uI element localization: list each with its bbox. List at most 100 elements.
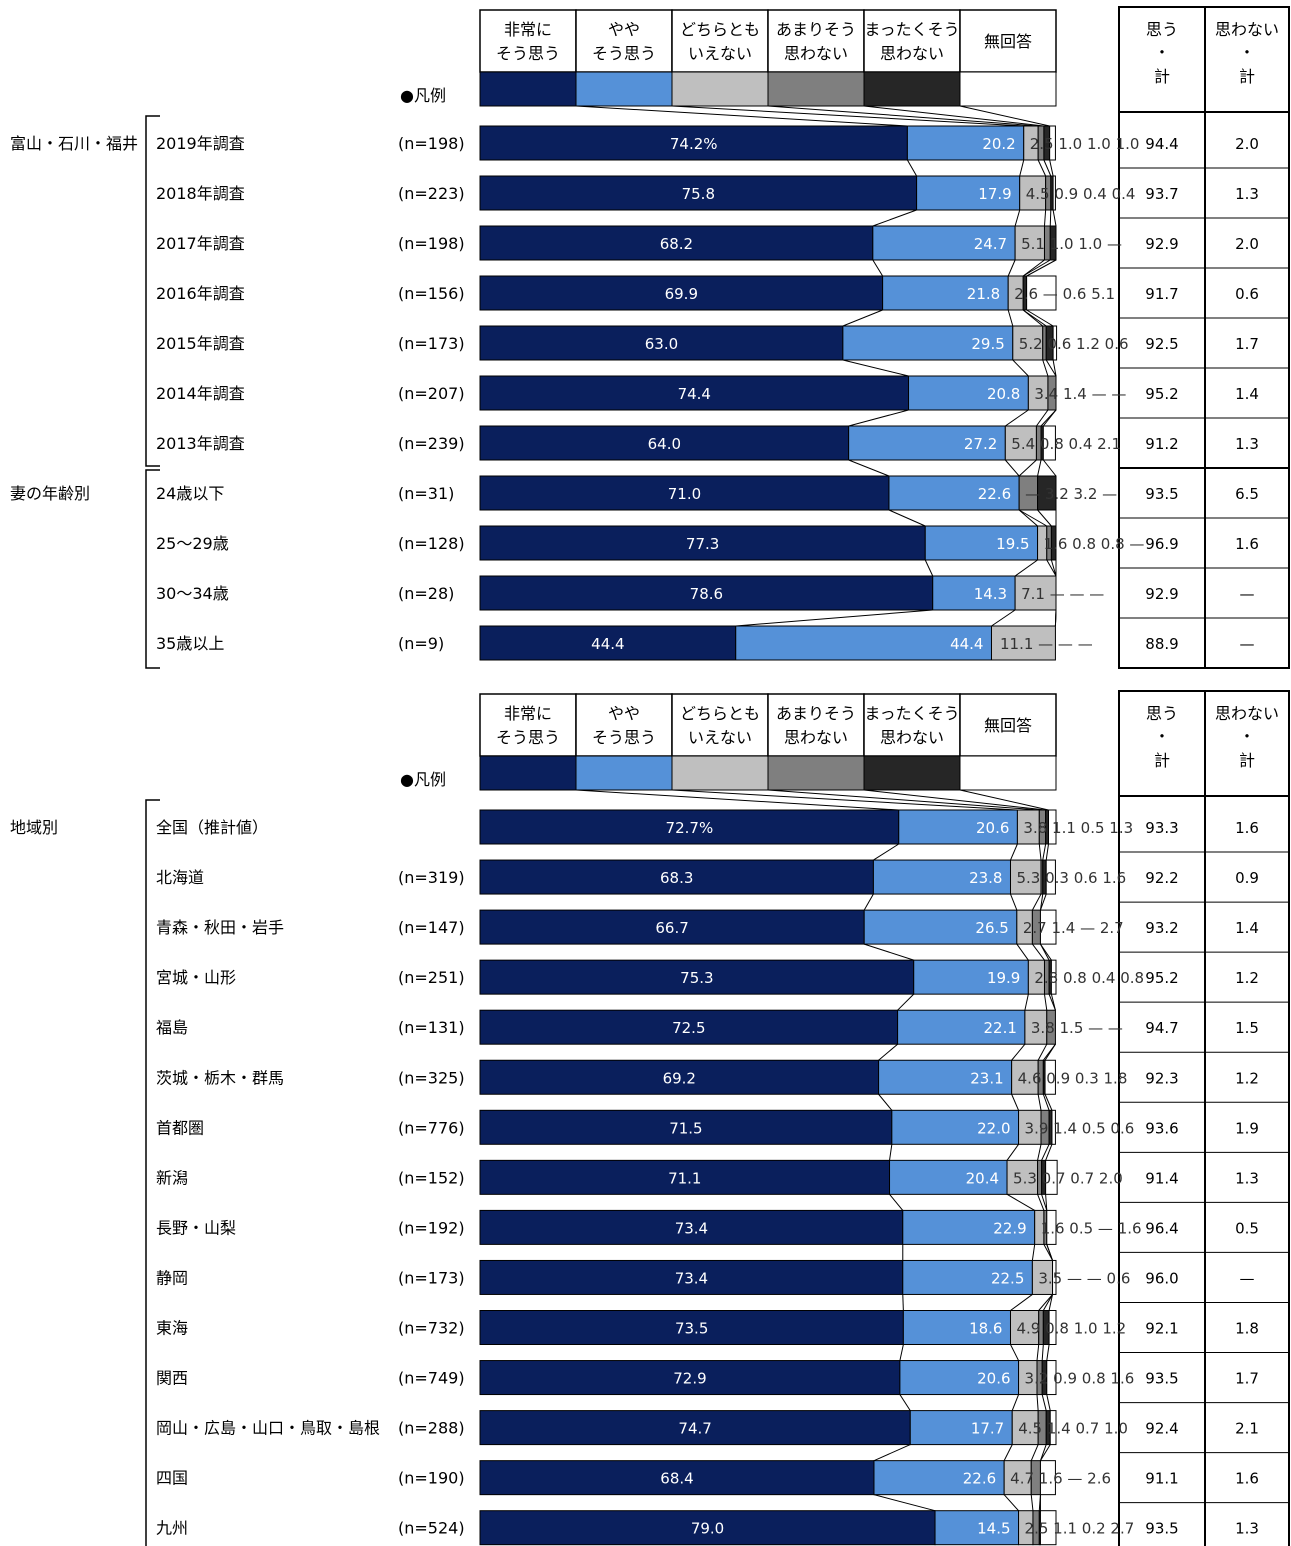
connector-line	[899, 1344, 904, 1361]
data-label-cluster: 11.1 — — —	[1000, 635, 1093, 653]
row-label: 四国	[156, 1469, 188, 1488]
data-label: 77.3	[686, 535, 719, 553]
row-n: (n=190)	[398, 1469, 465, 1488]
connector-line	[1022, 309, 1047, 327]
data-label: 71.5	[669, 1119, 702, 1137]
data-label: 68.4	[660, 1470, 693, 1488]
data-label: 78.6	[690, 585, 723, 603]
bar-segment	[479, 375, 910, 411]
bar-segment	[1009, 1310, 1040, 1345]
connector-line	[1011, 1043, 1026, 1061]
connector-line	[1041, 1394, 1047, 1411]
bar-segment	[1011, 1410, 1039, 1446]
bar-segment	[479, 525, 926, 561]
row-n: (n=524)	[398, 1519, 465, 1538]
connector-line	[1044, 1043, 1056, 1061]
connector-line	[735, 609, 933, 627]
legend-header-cell	[863, 693, 961, 757]
total-no-value: 1.4	[1235, 385, 1259, 403]
legend-category-label: そう思う	[496, 728, 560, 747]
bar-segment	[1046, 1360, 1057, 1396]
row-n: (n=732)	[398, 1319, 465, 1338]
bar-segment	[1046, 1009, 1056, 1045]
group-label: 妻の年齢別	[10, 484, 90, 503]
connector-line	[1043, 209, 1047, 227]
row-n: (n=776)	[398, 1118, 465, 1137]
connector-line	[671, 105, 1024, 127]
bar-segment	[909, 1410, 1013, 1446]
legend-swatch	[479, 71, 577, 107]
bar-segment	[906, 125, 1025, 161]
data-label: 72.9	[673, 1370, 706, 1388]
data-label-cluster: 2.5 1.0 1.0 1.0	[1030, 135, 1140, 153]
total-yes-value: 92.4	[1145, 1420, 1178, 1438]
row-n: (n=288)	[398, 1419, 465, 1438]
legend-swatch	[575, 71, 673, 107]
connector-line	[1050, 994, 1056, 1011]
bar-segment	[1014, 575, 1057, 611]
bar-segment	[898, 809, 1018, 845]
totals-header: 思わない	[1215, 704, 1279, 723]
data-label-cluster: 2.7 1.4 — 2.7	[1023, 919, 1124, 937]
total-no-value: 2.1	[1235, 1420, 1259, 1438]
row-n: (n=198)	[398, 234, 465, 253]
total-yes-value: 96.4	[1145, 1219, 1178, 1237]
row-n: (n=198)	[398, 134, 465, 153]
legend-marker: ●凡例	[400, 86, 446, 105]
total-no-value: 2.0	[1235, 235, 1259, 253]
data-label: 22.0	[977, 1119, 1010, 1137]
connector-line	[1014, 209, 1021, 227]
total-yes-value: 95.2	[1145, 385, 1178, 403]
total-no-value: 1.3	[1235, 185, 1259, 203]
row-label: 2016年調査	[156, 284, 245, 303]
group-label: 地域別	[10, 818, 58, 837]
data-label-cluster: 4.5 0.9 0.4 0.4	[1026, 185, 1136, 203]
total-no-value: 0.9	[1235, 869, 1259, 887]
legend-header-cell	[767, 693, 865, 757]
connector-line	[1039, 893, 1047, 911]
data-label: 75.3	[680, 969, 713, 987]
legend-category-label: そう思う	[496, 44, 560, 63]
total-yes-value: 91.2	[1145, 435, 1178, 453]
total-yes-value: 93.2	[1145, 919, 1178, 937]
data-label: 74.2%	[670, 135, 718, 153]
bar-segment	[1019, 175, 1047, 211]
data-label-cluster: 3.9 1.4 0.5 0.6	[1025, 1119, 1135, 1137]
bar-segment	[990, 625, 1056, 661]
connector-line	[1016, 943, 1029, 961]
legend-category-label: まったくそう	[864, 20, 959, 39]
total-no-value: 1.5	[1235, 1019, 1259, 1037]
connector-line	[1006, 1144, 1019, 1161]
legend-category-label: あまりそう	[776, 20, 856, 39]
data-label: 73.5	[675, 1320, 708, 1338]
connector-line	[1003, 1494, 1019, 1512]
total-no-value: 1.3	[1235, 435, 1259, 453]
connector-line	[1018, 509, 1048, 527]
total-yes-value: 94.4	[1145, 135, 1178, 153]
bar-segment	[872, 859, 1011, 895]
bar-segment	[932, 575, 1016, 611]
connector-line	[1006, 1193, 1035, 1211]
connector-line	[1039, 1444, 1047, 1461]
connector-line	[872, 209, 917, 227]
data-label-cluster: 1.6 0.8 0.8 —	[1044, 535, 1145, 553]
legend-category-label: どちらとも	[680, 20, 760, 39]
totals-header: ・	[1154, 43, 1170, 62]
data-label: 20.2	[982, 135, 1015, 153]
total-yes-value: 92.2	[1145, 869, 1178, 887]
row-label: 2017年調査	[156, 234, 245, 253]
row-label: 茨城・栃木・群馬	[156, 1068, 284, 1087]
row-n: (n=192)	[398, 1218, 465, 1237]
row-label: 2014年調査	[156, 384, 245, 403]
connector-line	[1007, 309, 1014, 327]
connector-line	[1037, 459, 1042, 477]
data-label: 14.3	[974, 585, 1007, 603]
connector-line	[1026, 309, 1054, 327]
total-yes-value: 93.3	[1145, 819, 1178, 837]
bar-segment	[479, 1159, 891, 1195]
data-label-cluster: 5.3 0.3 0.6 1.6	[1016, 869, 1126, 887]
bar-segment	[1003, 1460, 1032, 1496]
connector-line	[1003, 1444, 1013, 1461]
row-label: 2019年調査	[156, 134, 245, 153]
